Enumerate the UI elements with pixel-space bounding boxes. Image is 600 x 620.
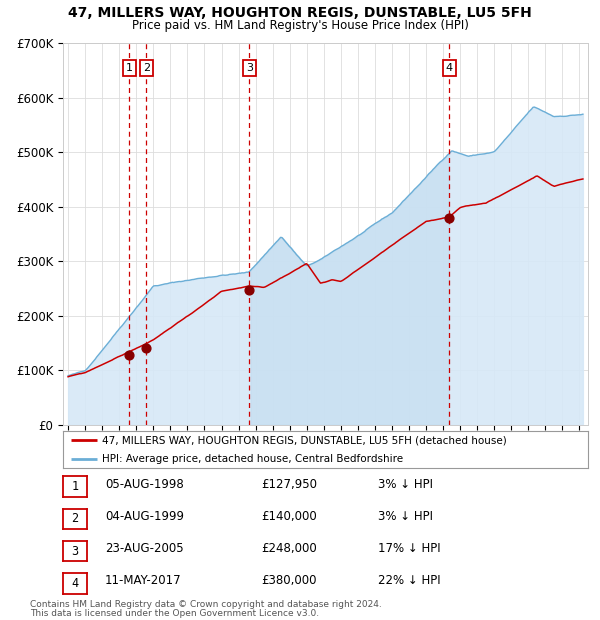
Text: £127,950: £127,950: [261, 478, 317, 490]
Text: 4: 4: [446, 63, 453, 73]
Text: 1: 1: [126, 63, 133, 73]
Text: 17% ↓ HPI: 17% ↓ HPI: [378, 542, 440, 555]
Point: [142, 343, 151, 353]
Text: 4: 4: [71, 577, 79, 590]
Point: [445, 213, 454, 223]
Text: 3: 3: [71, 545, 79, 557]
Text: 47, MILLERS WAY, HOUGHTON REGIS, DUNSTABLE, LU5 5FH (detached house): 47, MILLERS WAY, HOUGHTON REGIS, DUNSTAB…: [103, 435, 507, 445]
Text: 11-MAY-2017: 11-MAY-2017: [105, 575, 182, 587]
Text: 05-AUG-1998: 05-AUG-1998: [105, 478, 184, 490]
Text: 47, MILLERS WAY, HOUGHTON REGIS, DUNSTABLE, LU5 5FH: 47, MILLERS WAY, HOUGHTON REGIS, DUNSTAB…: [68, 6, 532, 20]
Text: 2: 2: [143, 63, 150, 73]
Text: HPI: Average price, detached house, Central Bedfordshire: HPI: Average price, detached house, Cent…: [103, 454, 404, 464]
Text: 3: 3: [246, 63, 253, 73]
Point: [125, 350, 134, 360]
Point: [245, 285, 254, 294]
Text: 22% ↓ HPI: 22% ↓ HPI: [378, 575, 440, 587]
Text: 1: 1: [71, 480, 79, 493]
Text: £380,000: £380,000: [261, 575, 317, 587]
Text: 23-AUG-2005: 23-AUG-2005: [105, 542, 184, 555]
Text: £140,000: £140,000: [261, 510, 317, 523]
Text: This data is licensed under the Open Government Licence v3.0.: This data is licensed under the Open Gov…: [30, 609, 319, 618]
Text: Contains HM Land Registry data © Crown copyright and database right 2024.: Contains HM Land Registry data © Crown c…: [30, 600, 382, 609]
Text: 3% ↓ HPI: 3% ↓ HPI: [378, 510, 433, 523]
Text: Price paid vs. HM Land Registry's House Price Index (HPI): Price paid vs. HM Land Registry's House …: [131, 19, 469, 32]
Text: 04-AUG-1999: 04-AUG-1999: [105, 510, 184, 523]
Text: £248,000: £248,000: [261, 542, 317, 555]
Text: 2: 2: [71, 513, 79, 525]
Text: 3% ↓ HPI: 3% ↓ HPI: [378, 478, 433, 490]
